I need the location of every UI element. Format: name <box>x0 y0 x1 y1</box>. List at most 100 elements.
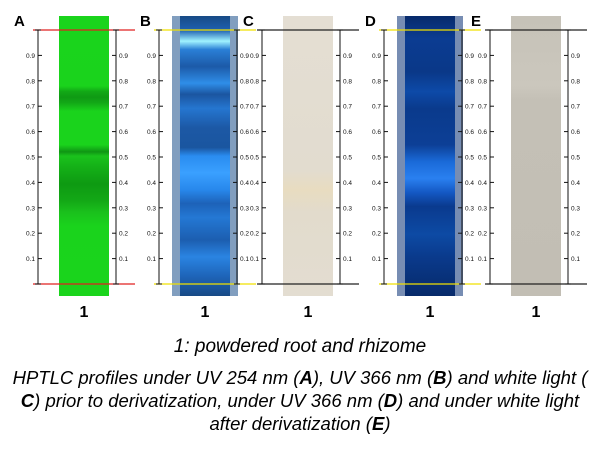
scale-tick-label: 0.8 <box>372 78 381 85</box>
scale-tick-label: 0.6 <box>372 129 381 136</box>
scale-tick-label: 0.4 <box>372 180 381 187</box>
scale-tick-label: 0.5 <box>478 155 487 162</box>
scale-tick-label: 0.5 <box>465 155 474 162</box>
caption-description: HPTLC profiles under UV 254 nm (A), UV 3… <box>0 366 600 435</box>
scale-tick-label: 0.7 <box>250 104 259 111</box>
scale-tick-label: 0.9 <box>478 53 487 60</box>
scale-tick-label: 0.4 <box>240 180 249 187</box>
scale-tick-label: 0.4 <box>571 180 580 187</box>
scale-tick-label: 0.6 <box>240 129 249 136</box>
scale-tick-label: 0.4 <box>119 180 128 187</box>
scale-tick-label: 0.8 <box>250 78 259 85</box>
scale-tick-label: 0.3 <box>250 205 259 212</box>
caption-part: ) prior to derivatization, under UV 366 … <box>34 390 384 411</box>
scale-tick-label: 0.7 <box>478 104 487 111</box>
panel-letter: E <box>471 13 481 30</box>
scale-tick-label: 0.2 <box>147 231 156 238</box>
panel-letter: A <box>14 13 25 30</box>
scale-tick-label: 0.6 <box>571 129 580 136</box>
panel-letter: C <box>243 13 254 30</box>
scale-tick-label: 0.8 <box>465 78 474 85</box>
scale-tick-label: 0.6 <box>465 129 474 136</box>
scale-tick-label: 0.6 <box>119 129 128 136</box>
scale-tick-label: 0.6 <box>26 129 35 136</box>
scale-tick-label: 0.2 <box>478 231 487 238</box>
scale-tick-label: 0.6 <box>147 129 156 136</box>
plate-lane <box>59 16 109 296</box>
lane-label: 1 <box>201 304 210 321</box>
scale-tick-label: 0.5 <box>372 155 381 162</box>
scale-tick-label: 0.5 <box>571 155 580 162</box>
plate-lane <box>405 16 455 296</box>
scale-tick-label: 0.5 <box>147 155 156 162</box>
plate-edge <box>455 16 463 296</box>
plate-lane <box>180 16 230 296</box>
scale-tick-label: 0.3 <box>26 205 35 212</box>
scale-tick-label: 0.6 <box>343 129 352 136</box>
scale-tick-label: 0.2 <box>465 231 474 238</box>
scale-tick-label: 0.8 <box>478 78 487 85</box>
scale-tick-label: 0.5 <box>26 155 35 162</box>
scale-tick-label: 0.3 <box>372 205 381 212</box>
panel-a: 0.1 0.2 0.3 0.4 0.5 0.6 0.7 0.8 0.9 0.1 0.2 0.3 0.4 0… <box>14 13 135 321</box>
scale-tick-label: 0.3 <box>240 205 249 212</box>
caption-letter-b: B <box>433 367 447 388</box>
caption-part: ) and white light ( <box>446 367 588 388</box>
scale-tick-label: 0.4 <box>478 180 487 187</box>
lane-label: 1 <box>532 304 541 321</box>
caption-sample-legend: 1: powdered root and rhizome <box>173 336 427 357</box>
caption-part: ) <box>384 413 391 434</box>
caption-part: HPTLC profiles under UV 254 nm ( <box>12 367 300 388</box>
scale-tick-label: 0.1 <box>478 256 487 263</box>
scale-tick-label: 0.8 <box>571 78 580 85</box>
scale-tick-label: 0.9 <box>372 53 381 60</box>
scale-tick-label: 0.8 <box>119 78 128 85</box>
scale-tick-label: 0.1 <box>147 256 156 263</box>
scale-tick-label: 0.8 <box>147 78 156 85</box>
plate-lane <box>511 16 561 296</box>
scale-tick-label: 0.5 <box>240 155 249 162</box>
scale-tick-label: 0.4 <box>26 180 35 187</box>
scale-tick-label: 0.7 <box>26 104 35 111</box>
scale-tick-label: 0.1 <box>240 256 249 263</box>
scale-tick-label: 0.1 <box>119 256 128 263</box>
scale-tick-label: 0.9 <box>250 53 259 60</box>
lane-label: 1 <box>80 304 89 321</box>
scale-tick-label: 0.3 <box>147 205 156 212</box>
scale-tick-label: 0.1 <box>372 256 381 263</box>
scale-tick-label: 0.2 <box>372 231 381 238</box>
scale-tick-label: 0.7 <box>343 104 352 111</box>
scale-tick-label: 0.1 <box>343 256 352 263</box>
caption-letter-c: C <box>20 390 35 411</box>
lane-label: 1 <box>426 304 435 321</box>
scale-tick-label: 0.7 <box>571 104 580 111</box>
scale-tick-label: 0.8 <box>26 78 35 85</box>
scale-tick-label: 0.1 <box>250 256 259 263</box>
caption-part: ), UV 366 nm ( <box>312 367 434 388</box>
scale-tick-label: 0.4 <box>250 180 259 187</box>
scale-tick-label: 0.7 <box>465 104 474 111</box>
scale-tick-label: 0.5 <box>250 155 259 162</box>
plate-edge <box>230 16 238 296</box>
scale-tick-label: 0.1 <box>465 256 474 263</box>
panel-letter: B <box>140 13 151 30</box>
lane-label: 1 <box>304 304 313 321</box>
scale-tick-label: 0.2 <box>26 231 35 238</box>
scale-tick-label: 0.9 <box>571 53 580 60</box>
scale-tick-label: 0.1 <box>26 256 35 263</box>
scale-tick-label: 0.7 <box>372 104 381 111</box>
scale-tick-label: 0.3 <box>343 205 352 212</box>
scale-tick-label: 0.3 <box>478 205 487 212</box>
scale-tick-label: 0.9 <box>343 53 352 60</box>
plate-edge <box>397 16 405 296</box>
scale-tick-label: 0.2 <box>240 231 249 238</box>
scale-tick-label: 0.1 <box>571 256 580 263</box>
panel-d: 0.1 0.2 0.3 0.4 0.5 0.6 0.7 0.8 0.9 0.1 0.2 0.3 0.4 0… <box>365 13 481 321</box>
scale-tick-label: 0.2 <box>571 231 580 238</box>
scale-tick-label: 0.8 <box>240 78 249 85</box>
scale-tick-label: 0.9 <box>147 53 156 60</box>
scale-tick-label: 0.5 <box>119 155 128 162</box>
panel-c: 0.10.20.30.40.50.60.70.80.90.10.20.30.40… <box>243 13 359 321</box>
scale-tick-label: 0.7 <box>119 104 128 111</box>
